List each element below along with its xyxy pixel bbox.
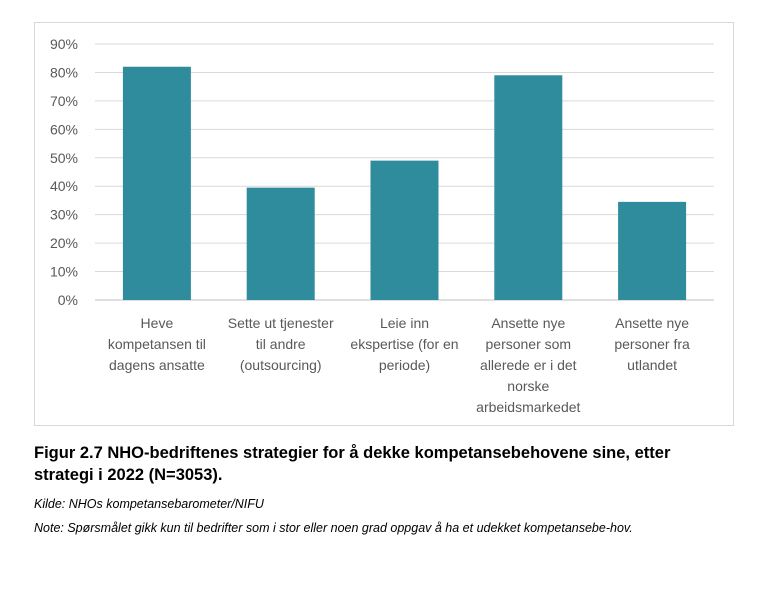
y-tick-label: 60% — [50, 121, 78, 137]
x-category-label: Ansette nye personer fra utlandet — [614, 315, 690, 373]
bars — [122, 66, 687, 301]
y-tick-label: 20% — [50, 235, 78, 251]
gridlines — [95, 43, 714, 301]
y-tick-label: 30% — [50, 207, 78, 223]
x-category-label: Leie inn ekspertise (for en periode) — [350, 315, 458, 373]
x-category-label: Ansette nye personer som allerede er i det… — [476, 315, 580, 415]
y-tick-label: 10% — [50, 264, 78, 280]
bar-chart: 0% 10% 20% 30% 40% 50% 60% 70% 80% 90% Heve kompet… — [50, 36, 714, 415]
note-text: Note: Spørsmålet gikk kun til bedrifter … — [34, 521, 633, 535]
y-tick-label: 90% — [50, 36, 78, 52]
bar — [494, 75, 563, 301]
bar — [122, 66, 191, 300]
bar — [370, 160, 439, 300]
bar — [618, 201, 687, 300]
y-tick-label: 70% — [50, 93, 78, 109]
source-text: Kilde: NHOs kompetansebarometer/NIFU — [34, 497, 264, 511]
y-tick-label: 40% — [50, 178, 78, 194]
y-axis-ticks: 0% 10% 20% 30% 40% 50% 60% 70% 80% 90% — [50, 36, 78, 308]
x-category-label: Sette ut tjenester til andre (outsourcing) — [228, 315, 334, 373]
y-tick-label: 80% — [50, 64, 78, 80]
figure-caption: Figur 2.7 NHO-bedriftenes strategier for… — [34, 444, 671, 484]
bar — [246, 187, 315, 300]
x-category-label: Heve kompetansen til dagens ansatte — [108, 315, 206, 373]
y-tick-label: 0% — [58, 292, 78, 308]
y-tick-label: 50% — [50, 150, 78, 166]
x-axis-labels: Heve kompetansen til dagens ansatte Sette u… — [108, 315, 690, 415]
